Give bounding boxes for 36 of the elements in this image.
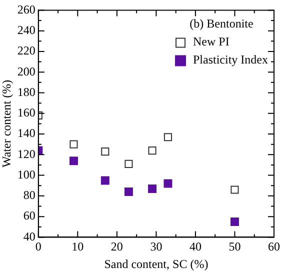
point bbox=[148, 184, 157, 193]
y-tick-label: 240 bbox=[17, 22, 36, 37]
point bbox=[164, 133, 172, 142]
legend-label: New PI bbox=[193, 34, 230, 48]
y-tick-label: 140 bbox=[17, 126, 36, 140]
x-axis-title: Sand content, SC (%) bbox=[104, 256, 208, 271]
x-tick-label: 0 bbox=[35, 240, 42, 254]
legend-label: Plasticity Index bbox=[193, 52, 268, 66]
point bbox=[70, 140, 78, 148]
point bbox=[100, 176, 110, 185]
x-tick-label: 40 bbox=[189, 240, 202, 254]
y-tick-label: 80 bbox=[23, 188, 36, 202]
x-tick-label: 50 bbox=[228, 240, 241, 254]
point bbox=[101, 148, 110, 156]
x-tick-label: 30 bbox=[150, 240, 162, 254]
point bbox=[148, 146, 156, 155]
point bbox=[124, 188, 133, 196]
x-tick-label: 10 bbox=[72, 240, 84, 254]
point bbox=[124, 160, 133, 168]
y-tick-label: 180 bbox=[17, 84, 36, 99]
x-tick-label: 60 bbox=[268, 240, 280, 254]
legend-title: (b) Bentonite bbox=[190, 16, 254, 30]
y-tick-label: 60 bbox=[23, 208, 36, 223]
x-tick-label: 20 bbox=[110, 240, 123, 254]
y-axis-title: Water content (%) bbox=[0, 80, 14, 168]
y-tick-label: 120 bbox=[17, 146, 36, 161]
point bbox=[230, 186, 239, 194]
y-tick-label: 260 bbox=[17, 2, 36, 16]
y-tick-label: 200 bbox=[17, 64, 36, 78]
point bbox=[70, 156, 78, 166]
y-tick-label: 40 bbox=[23, 229, 36, 244]
y-tick-label: 100 bbox=[17, 167, 36, 182]
point bbox=[164, 179, 172, 188]
y-tick-label: 220 bbox=[17, 44, 36, 58]
y-tick-label: 160 bbox=[17, 106, 36, 120]
point bbox=[230, 217, 239, 226]
